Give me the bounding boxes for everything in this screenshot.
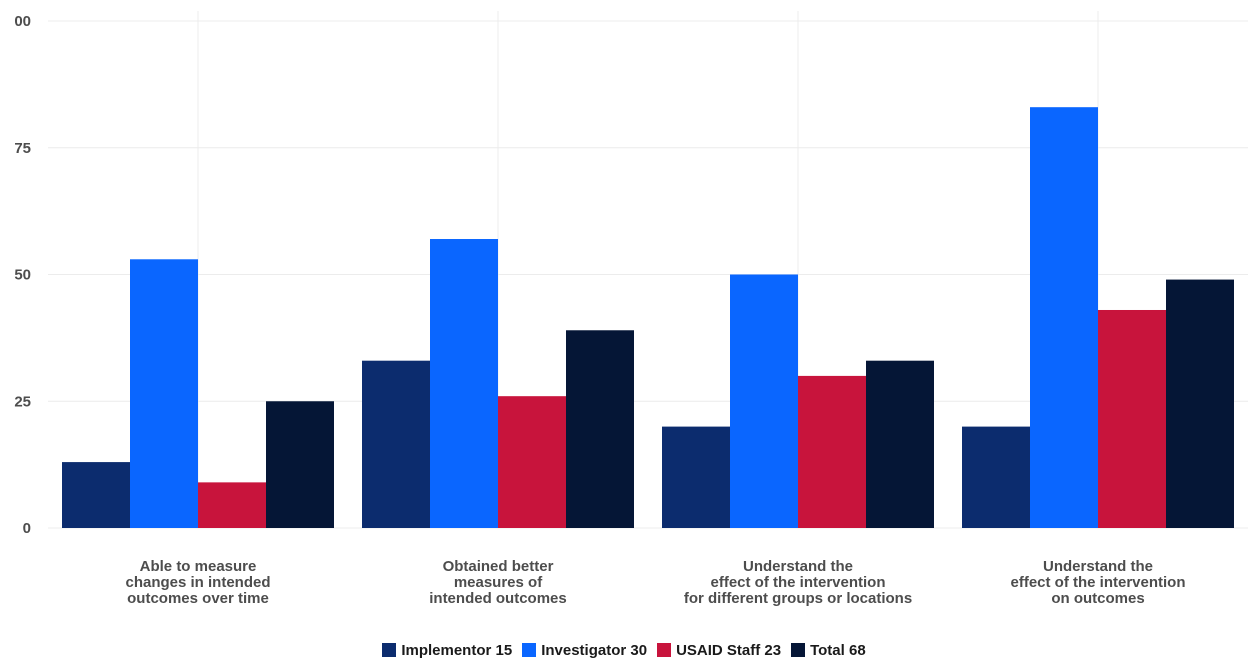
bar-series-2-category-0 [198,482,266,528]
bar-series-0-category-3 [962,426,1030,528]
x-category-label: effect of the intervention [710,574,885,591]
legend-swatch [382,643,397,657]
bar-series-2-category-1 [498,396,566,528]
legend-item: Implementor 15 [382,642,512,659]
y-tick-label: 25 [14,393,31,410]
bar-series-1-category-3 [1030,107,1098,528]
legend-swatch [657,643,672,657]
x-category-label: Able to measure [140,558,257,575]
bar-series-3-category-0 [266,401,334,528]
x-category-label: on outcomes [1051,590,1144,607]
y-tick-label: 75 [14,140,31,157]
bar-series-2-category-2 [798,375,866,528]
legend-label: Implementor 15 [401,641,513,659]
y-tick-label: 00 [14,13,31,30]
bar-series-3-category-2 [866,360,934,528]
x-category-label: Obtained better [443,558,554,575]
bar-series-1-category-0 [130,259,198,528]
y-tick-label: 0 [23,520,31,537]
x-category-label: intended outcomes [429,590,567,607]
bar-series-2-category-3 [1098,309,1166,528]
legend-label: USAID Staff 23 [676,641,782,659]
legend-label: Investigator 30 [541,641,648,659]
bar-series-3-category-1 [566,330,634,528]
x-category-label: outcomes over time [127,590,269,607]
legend-item: USAID Staff 23 [657,642,781,659]
legend-swatch [522,643,537,657]
x-category-label: measures of [454,574,543,591]
x-category-label: for different groups or locations [684,590,912,607]
y-tick-label: 50 [14,267,31,284]
bars [62,107,1234,528]
x-category-label: Understand the [1043,558,1153,575]
legend-item: Total 68 [791,642,866,659]
bar-series-0-category-1 [362,360,430,528]
legend-item: Investigator 30 [522,642,647,659]
bar-series-3-category-3 [1166,279,1234,528]
x-category-label: changes in intended [125,574,270,591]
x-category-label: Understand the [743,558,853,575]
bar-series-1-category-2 [730,274,798,528]
bar-series-0-category-2 [662,426,730,528]
y-axis: 0 25 50 75 00 [14,13,31,537]
legend-label: Total 68 [810,641,866,659]
legend: Implementor 15 Investigator 30 USAID Staff… [0,638,1248,662]
legend-swatch [791,643,806,657]
bar-series-1-category-1 [430,239,498,528]
bar-series-0-category-0 [62,462,130,528]
x-category-label: effect of the intervention [1010,574,1185,591]
